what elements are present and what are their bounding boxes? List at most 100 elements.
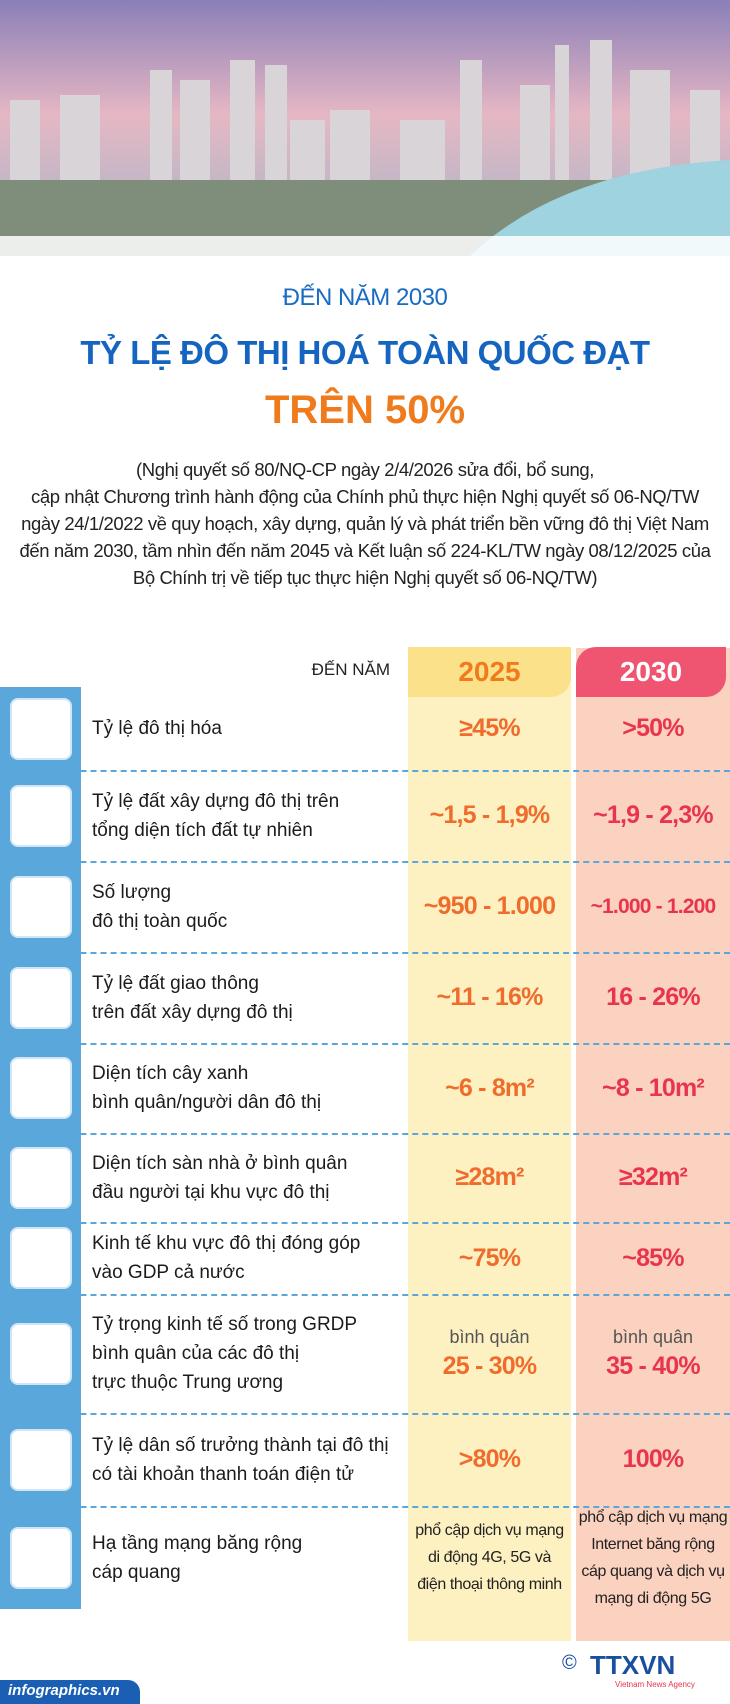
row-label: Số lượng đô thị toàn quốc xyxy=(92,878,402,936)
value-line: ~1,9 - 2,3% xyxy=(593,801,714,829)
buildings xyxy=(10,40,720,195)
footer-bar xyxy=(0,1680,140,1704)
value-cell: ≥45% xyxy=(408,687,571,770)
value-cell: ≥28m² xyxy=(408,1133,571,1222)
separator xyxy=(0,1133,730,1135)
agency-sub: Vietnam News Agency xyxy=(615,1680,695,1689)
label-line: bình quân/người dân đô thị xyxy=(92,1092,322,1113)
separator xyxy=(0,1043,730,1045)
value-cell: ~8 - 10m² xyxy=(576,1043,730,1133)
label-line: trên đất xây dựng đô thị xyxy=(92,1001,293,1023)
value-line: 35 - 40% xyxy=(606,1351,700,1380)
column-header: 2030 xyxy=(576,647,726,697)
copyright: © xyxy=(562,1652,577,1674)
highlight: TRÊN 50% xyxy=(264,388,466,432)
row-label: Tỷ trọng kinh tế số trong GRDP bình quân … xyxy=(92,1310,402,1397)
value-line: điện thoại thông minh xyxy=(417,1576,562,1593)
row-icon xyxy=(12,1229,70,1287)
label-line: Diện tích sàn nhà ở bình quân xyxy=(92,1152,348,1174)
label-line: Tỷ lệ đất giao thông xyxy=(92,972,259,994)
value-cell: bình quân 35 - 40% xyxy=(576,1294,730,1413)
row-icon xyxy=(12,786,70,845)
row-label: Hạ tầng mạng băng rộng cáp quang xyxy=(92,1529,402,1587)
value-line: ~1,5 - 1,9% xyxy=(429,801,551,829)
value-cell: phổ cập dịch vụ mạng Internet băng rộng cá… xyxy=(576,1506,730,1609)
value-line: >50% xyxy=(622,714,684,742)
value-line: bình quân xyxy=(449,1326,530,1347)
row-label: Tỷ lệ dân số trưởng thành tại đô thị có t… xyxy=(92,1431,402,1489)
value-cell: ~11 - 16% xyxy=(408,952,571,1043)
label-line: Tỷ lệ dân số trưởng thành tại đô thị xyxy=(92,1434,389,1456)
note-line: đến năm 2030, tầm nhìn đến năm 2045 và K… xyxy=(19,540,711,561)
note-line: ngày 24/1/2022 về quy hoạch, xây dựng, q… xyxy=(21,513,709,534)
label-line: đầu người tại khu vực đô thị xyxy=(92,1181,330,1203)
value-line: bình quân xyxy=(612,1326,694,1347)
fade xyxy=(0,236,730,256)
row-icon xyxy=(12,1430,70,1489)
kicker: ĐẾN NĂM 2030 xyxy=(282,284,448,311)
row-label: Diện tích cây xanh bình quân/người dân đô… xyxy=(92,1059,402,1117)
separator xyxy=(0,770,730,772)
value-cell: ~1,5 - 1,9% xyxy=(408,770,571,861)
label-line: Hạ tầng mạng băng rộng xyxy=(92,1532,303,1554)
value-line: 16 - 26% xyxy=(606,983,700,1011)
row-label: Tỷ lệ đô thị hóa xyxy=(92,714,402,743)
title: TỶ LỆ ĐÔ THỊ HOÁ TOÀN QUỐC ĐẠT xyxy=(80,334,650,371)
label-line: Tỷ lệ đô thị hóa xyxy=(92,718,222,739)
note: (Nghị quyết số 80/NQ-CP ngày 2/4/2026 sử… xyxy=(10,456,720,591)
value-cell: ~75% xyxy=(408,1222,571,1294)
separator xyxy=(0,1222,730,1224)
value-line: ~8 - 10m² xyxy=(602,1073,705,1102)
value-line: ~11 - 16% xyxy=(436,983,543,1011)
row-icon xyxy=(12,1148,70,1207)
column-header: 2025 xyxy=(408,647,571,697)
separator xyxy=(0,1413,730,1415)
value-line: di động 4G, 5G và xyxy=(427,1549,552,1566)
row-icon xyxy=(12,877,70,936)
value-cell: phổ cập dịch vụ mạng di động 4G, 5G và điệ… xyxy=(408,1506,571,1609)
value-cell: 100% xyxy=(576,1413,730,1506)
value-line: >80% xyxy=(458,1445,521,1473)
value-cell: ~950 - 1.000 xyxy=(408,861,571,952)
label-line: Số lượng xyxy=(92,881,172,903)
value-line: phổ cập dịch vụ mạng xyxy=(415,1522,564,1539)
value-cell: >50% xyxy=(576,687,730,770)
agency: TTXVN xyxy=(590,1650,676,1680)
label-line: Tỷ trọng kinh tế số trong GRDP xyxy=(92,1314,358,1335)
value-line: phổ cập dịch vụ mạng xyxy=(578,1508,728,1526)
value-line: ≥45% xyxy=(459,714,520,742)
separator xyxy=(0,952,730,954)
value-cell: ~85% xyxy=(576,1222,730,1294)
river xyxy=(470,160,730,256)
value-line: 100% xyxy=(622,1445,685,1473)
value-line: ~6 - 8m² xyxy=(445,1073,535,1102)
value-line: ≥32m² xyxy=(618,1163,688,1191)
value-cell: ~1.000 - 1.200 xyxy=(576,861,730,952)
note-line: Bộ Chính trị về tiếp tục thực hiện Nghị … xyxy=(132,567,598,588)
value-line: ~85% xyxy=(622,1243,684,1272)
source: infographics.vn xyxy=(8,1682,120,1699)
value-line: ~950 - 1.000 xyxy=(423,892,556,920)
row-icon xyxy=(12,1324,70,1383)
separator xyxy=(0,1294,730,1296)
label-line: Kinh tế khu vực đô thị đóng góp xyxy=(92,1233,361,1254)
value-line: Internet băng rộng xyxy=(591,1535,715,1553)
value-line: ~1.000 - 1.200 xyxy=(590,894,717,918)
label-line: đô thị toàn quốc xyxy=(92,910,228,932)
label-line: tổng diện tích đất tự nhiên xyxy=(92,819,313,841)
label-line: vào GDP cả nước xyxy=(92,1262,245,1283)
value-cell: ~6 - 8m² xyxy=(408,1043,571,1133)
row-icon xyxy=(12,968,70,1027)
row-icon xyxy=(12,1528,70,1587)
value-cell: ≥32m² xyxy=(576,1133,730,1222)
row-label: Kinh tế khu vực đô thị đóng góp vào GDP c… xyxy=(92,1229,402,1287)
value-line: cáp quang và dịch vụ xyxy=(581,1562,725,1580)
year-label: ĐẾN NĂM xyxy=(311,660,390,679)
value-cell: >80% xyxy=(408,1413,571,1506)
row-label: Diện tích sàn nhà ở bình quân đầu người t… xyxy=(92,1149,402,1207)
value-cell: 16 - 26% xyxy=(576,952,730,1043)
value-line: ≥28m² xyxy=(455,1163,524,1191)
label-line: cáp quang xyxy=(92,1561,181,1583)
value-line: mạng di động 5G xyxy=(594,1589,712,1607)
